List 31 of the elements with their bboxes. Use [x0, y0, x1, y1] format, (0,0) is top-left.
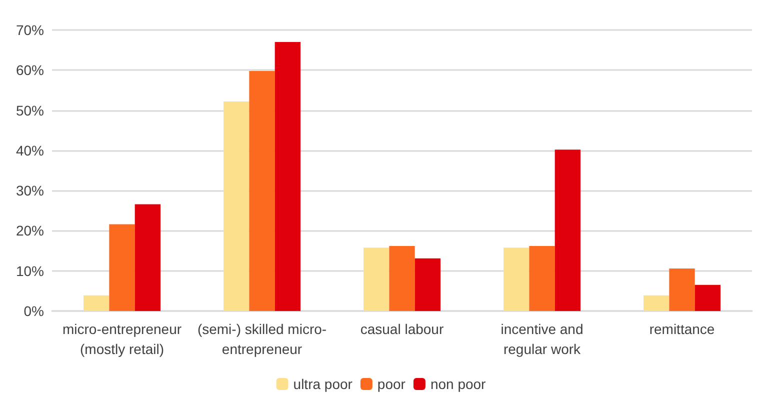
bar [109, 224, 135, 311]
y-tick-label: 10% [16, 262, 44, 279]
y-tick-label: 30% [16, 182, 44, 199]
bar [364, 248, 390, 311]
bar [274, 42, 300, 311]
y-tick-label: 40% [16, 142, 44, 158]
x-tick-label: (semi-) skilled micro- entrepreneur [197, 321, 327, 357]
y-tick-label: 70% [16, 22, 44, 38]
legend-label: non poor [430, 376, 486, 392]
legend-label: poor [377, 376, 406, 392]
bar [84, 295, 110, 311]
y-tick-label: 20% [16, 222, 44, 239]
x-tick-label: remittance [649, 321, 715, 337]
x-tick-label: incentive and regular work [500, 321, 584, 357]
bar [554, 150, 580, 311]
bar [389, 246, 415, 311]
bar [644, 295, 670, 311]
bar [669, 268, 695, 311]
y-tick-label: 50% [16, 102, 44, 118]
y-tick-label: 0% [24, 303, 44, 319]
bar [224, 101, 250, 311]
bar [694, 284, 720, 311]
x-tick-label: micro-entrepreneur (mostly retail) [62, 321, 182, 357]
y-tick-label: 60% [16, 62, 44, 78]
legend-label: ultra poor [293, 376, 353, 392]
bar [504, 248, 530, 311]
bar [529, 246, 555, 311]
bar [134, 204, 160, 311]
bar [249, 70, 275, 311]
bar [414, 258, 440, 311]
x-tick-label: casual labour [360, 321, 444, 337]
